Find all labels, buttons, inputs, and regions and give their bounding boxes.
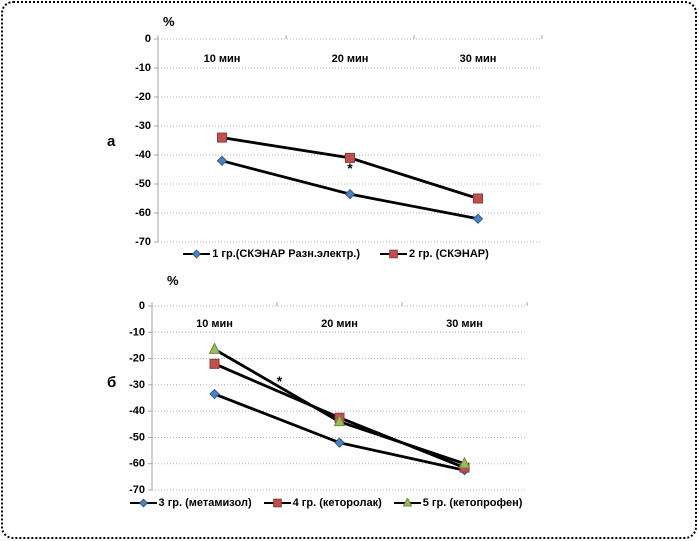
x-category-label: 20 мин	[321, 318, 358, 330]
legend-item-2: 4 гр. (кеторолак)	[263, 497, 382, 509]
data-point-s2-20 мин	[345, 152, 355, 163]
legend-item-2: 2 гр. (СКЭНАР)	[380, 248, 489, 260]
y-tick-label: -40	[135, 149, 151, 161]
legend-item-label: 2 гр. (СКЭНАР)	[409, 248, 489, 260]
x-category-label: 10 мин	[204, 53, 241, 65]
diamond-marker-icon-shape	[138, 498, 148, 508]
diamond-marker-icon	[183, 249, 211, 259]
y-tick-label: -10	[129, 326, 145, 338]
chart-b-plot: 0 -10 -20 -30 -40 -50 -60 -70 10 мин 20 мин 30 мин…	[129, 300, 528, 496]
chart-a-unit-label: %	[163, 14, 175, 29]
x-category-label: 30 мин	[446, 318, 483, 330]
data-point-s1-10 мин	[216, 155, 228, 167]
y-tick-label: -30	[135, 120, 151, 132]
chart-a-legend: 1 гр.(СКЭНАР Разн.электр.) 2 гр. (СКЭНАР)	[130, 248, 542, 260]
y-tick-label: -40	[129, 405, 145, 417]
y-tick-label: -20	[129, 353, 145, 365]
y-tick-label: -10	[135, 62, 151, 74]
legend-item-label: 1 гр.(СКЭНАР Разн.электр.)	[212, 248, 361, 260]
triangle-marker-icon	[393, 498, 421, 507]
y-tick-label: -70	[135, 236, 151, 248]
data-point-s1-20 мин	[344, 188, 356, 200]
y-tick-label: -50	[129, 431, 145, 443]
y-tick-label: -20	[135, 91, 151, 103]
legend-item-1: 3 гр. (метамизол)	[129, 497, 252, 509]
chart-b-unit-label: %	[167, 273, 179, 288]
y-tick-label: -60	[135, 207, 151, 219]
y-tick-label: 0	[145, 33, 151, 45]
y-tick-label: -50	[135, 178, 151, 190]
triangle-marker-icon-shape	[402, 498, 413, 507]
data-point-s2-30 мин	[473, 193, 483, 204]
chart-b-side-label: б	[107, 374, 117, 391]
significance-asterisk: *	[277, 373, 283, 389]
chart-a-plot: 0 -10 -20 -30 -40 -50 -60 -70 10 мин 20 мин 30 мин…	[135, 33, 543, 248]
y-tick-label: -60	[129, 458, 145, 470]
diamond-marker-icon-shape	[192, 249, 202, 259]
diamond-marker-icon	[129, 498, 157, 508]
x-category-label: 10 мин	[196, 318, 233, 330]
data-point-s1-30 мин	[472, 213, 484, 225]
square-marker-icon-shape	[389, 249, 398, 259]
y-tick-label: -70	[129, 484, 145, 496]
square-marker-icon	[263, 498, 291, 508]
data-point-s3-30 мин	[458, 456, 471, 469]
data-point-s2-10 мин	[209, 358, 220, 369]
series-line-1	[213, 392, 466, 472]
data-point-s1-20 мин	[334, 437, 345, 448]
chart-a-side-label: а	[107, 133, 116, 150]
x-category-label: 20 мин	[332, 53, 369, 65]
data-point-s2-10 мин	[217, 132, 227, 143]
legend-item-3: 5 гр. (кетопрофен)	[393, 497, 523, 509]
data-point-s1-10 мин	[209, 388, 220, 400]
square-marker-icon-shape	[272, 498, 282, 508]
chart-b-legend: 3 гр. (метамизол) 4 гр. (кеторолак) 5 гр. …	[108, 497, 544, 509]
legend-item-label: 3 гр. (метамизол)	[158, 497, 252, 509]
legend-item-1: 1 гр.(СКЭНАР Разн.электр.)	[183, 248, 360, 260]
data-point-s3-20 мин	[333, 414, 346, 427]
legend-item-label: 5 гр. (кетопрофен)	[422, 497, 523, 509]
data-point-s3-10 мин	[208, 342, 221, 354]
x-category-label: 30 мин	[460, 53, 497, 65]
square-marker-icon	[380, 249, 408, 259]
y-tick-label: 0	[139, 300, 145, 312]
y-tick-label: -30	[129, 379, 145, 391]
significance-asterisk: *	[347, 160, 353, 176]
legend-item-label: 4 гр. (кеторолак)	[292, 497, 382, 509]
